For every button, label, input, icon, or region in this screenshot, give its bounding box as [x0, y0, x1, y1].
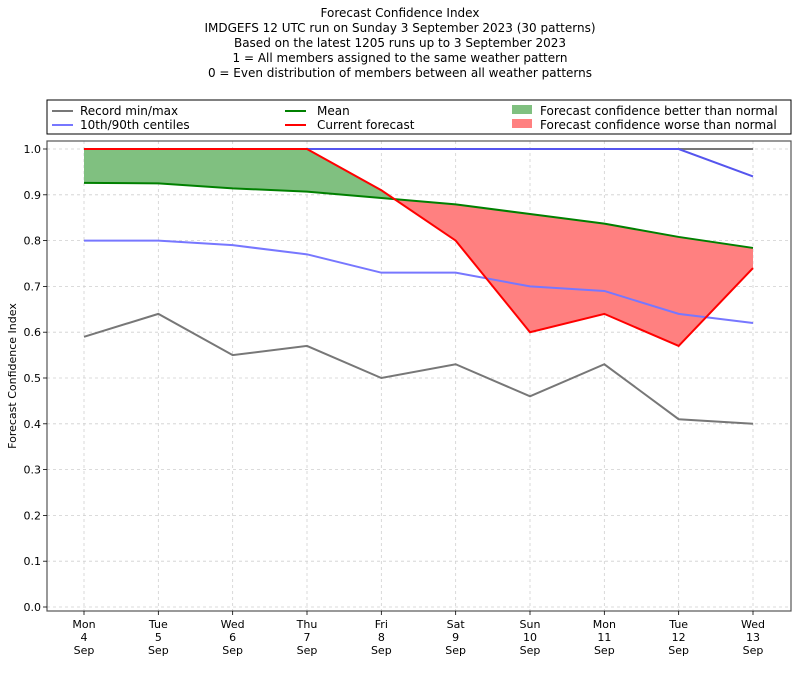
x-tick-label: Tue	[668, 618, 688, 631]
series-line-record-min	[83, 312, 754, 425]
legend-item-record: Record min/max	[52, 104, 178, 118]
y-tick-label: 0.3	[24, 464, 42, 477]
x-tick-label: 11	[597, 631, 611, 644]
series-line-current	[84, 148, 754, 348]
series-line-centile-10	[84, 239, 754, 325]
series-lines	[83, 148, 754, 425]
x-tick-label: 13	[746, 631, 760, 644]
legend-label-current: Current forecast	[317, 118, 415, 132]
x-tick-label: Sep	[222, 644, 243, 657]
x-tick-label: Mon	[72, 618, 95, 631]
x-tick-label: Sep	[148, 644, 169, 657]
x-tick-label: Mon	[593, 618, 616, 631]
x-tick-label: 10	[523, 631, 537, 644]
chart-title: Forecast Confidence Index IMDGEFS 12 UTC…	[205, 6, 596, 80]
y-tick-label: 0.7	[24, 280, 42, 293]
title-line-4: 1 = All members assigned to the same wea…	[233, 51, 568, 65]
title-line-1: Forecast Confidence Index	[321, 6, 480, 20]
x-tick-label: 9	[452, 631, 459, 644]
y-tick-label: 1.0	[24, 143, 42, 156]
title-line-3: Based on the latest 1205 runs up to 3 Se…	[234, 36, 566, 50]
y-tick-label: 0.4	[24, 418, 42, 431]
x-tick-label: Sep	[371, 644, 392, 657]
legend-swatch-worse	[512, 119, 532, 128]
y-tick-label: 0.2	[24, 509, 42, 522]
legend: Record min/max 10th/90th centiles Mean C…	[46, 99, 792, 135]
legend-frame	[46, 99, 792, 135]
y-axis-label: Forecast Confidence Index	[6, 303, 19, 449]
legend-label-centiles: 10th/90th centiles	[80, 118, 190, 132]
x-tick-label: 4	[81, 631, 88, 644]
legend-label-record: Record min/max	[80, 104, 178, 118]
series-line-mean	[83, 181, 754, 249]
legend-swatch-better	[512, 105, 532, 114]
x-tick-label: 12	[672, 631, 686, 644]
y-tick-label: 0.6	[24, 326, 42, 339]
legend-label-mean: Mean	[317, 104, 350, 118]
x-tick-label: Sep	[594, 644, 615, 657]
title-line-5: 0 = Even distribution of members between…	[208, 66, 592, 80]
legend-label-worse: Forecast confidence worse than normal	[540, 118, 777, 132]
x-tick-label: Wed	[741, 618, 765, 631]
legend-item-worse: Forecast confidence worse than normal	[512, 118, 777, 132]
legend-item-mean: Mean	[285, 104, 350, 118]
x-tick-label: Sep	[74, 644, 95, 657]
x-tick-label: Sep	[445, 644, 466, 657]
plot-frame	[46, 140, 792, 612]
y-tick-label: 0.8	[24, 235, 42, 248]
x-tick-label: Tue	[148, 618, 168, 631]
x-tick-label: 5	[155, 631, 162, 644]
x-tick-label: Sep	[743, 644, 764, 657]
x-tick-label: Sep	[297, 644, 318, 657]
x-axis: Mon4SepTue5SepWed6SepThu7SepFri8SepSat9S…	[72, 611, 765, 657]
legend-label-better: Forecast confidence better than normal	[540, 104, 778, 118]
y-axis: 0.0 0.1 0.2 0.3 0.4 0.5 0.6 0.7 0.8 0.9 1.0	[24, 143, 47, 614]
fill-better-than-normal	[84, 149, 395, 200]
y-tick-label: 0.0	[24, 601, 42, 614]
x-tick-label: 6	[229, 631, 236, 644]
y-tick-label: 0.9	[24, 189, 42, 202]
x-tick-label: Wed	[221, 618, 245, 631]
legend-item-centiles: 10th/90th centiles	[52, 118, 190, 132]
x-tick-label: Sep	[520, 644, 541, 657]
y-tick-label: 0.5	[24, 372, 42, 385]
x-tick-label: Sun	[520, 618, 541, 631]
x-tick-label: Sep	[668, 644, 689, 657]
x-tick-label: Thu	[296, 618, 318, 631]
x-tick-label: 8	[378, 631, 385, 644]
x-tick-label: 7	[304, 631, 311, 644]
title-line-2: IMDGEFS 12 UTC run on Sunday 3 September…	[205, 21, 596, 35]
confidence-fills	[84, 149, 753, 346]
legend-item-better: Forecast confidence better than normal	[512, 104, 778, 118]
legend-item-current: Current forecast	[285, 118, 415, 132]
y-tick-label: 0.1	[24, 555, 42, 568]
x-tick-label: Fri	[375, 618, 388, 631]
x-tick-label: Sat	[447, 618, 466, 631]
